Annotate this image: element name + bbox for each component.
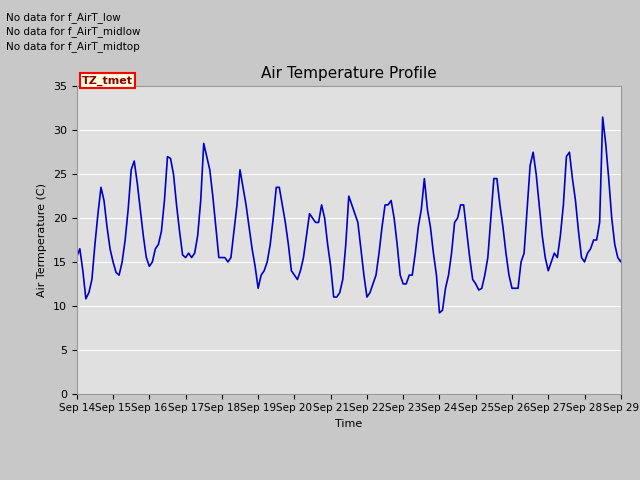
Text: No data for f_AirT_low: No data for f_AirT_low xyxy=(6,12,121,23)
Text: TZ_tmet: TZ_tmet xyxy=(82,75,133,85)
Text: No data for f_AirT_midtop: No data for f_AirT_midtop xyxy=(6,41,140,52)
Text: No data for f_AirT_midlow: No data for f_AirT_midlow xyxy=(6,26,141,37)
Title: Air Temperature Profile: Air Temperature Profile xyxy=(261,66,436,81)
X-axis label: Time: Time xyxy=(335,419,362,429)
Y-axis label: Air Termperature (C): Air Termperature (C) xyxy=(37,183,47,297)
